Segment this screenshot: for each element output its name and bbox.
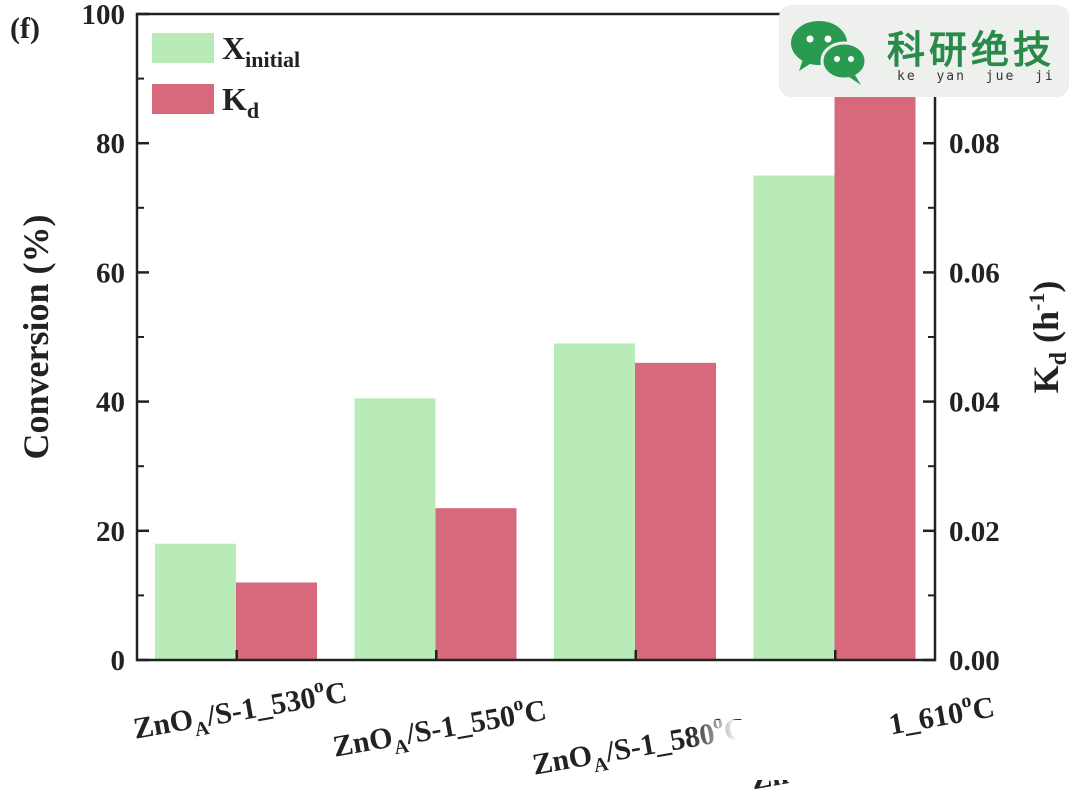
bars [155,26,916,661]
right-tick-label: 0.06 [949,257,1000,289]
category-label-2: ZnOA/S-1_550oC [329,689,550,770]
axis-ticks: 0 20 40 60 80 100 0.00 0.02 0.04 0.06 0.08 [82,0,1000,677]
right-tick-label: 0.00 [949,645,1000,677]
bar-kd-4 [834,26,916,661]
svg-text:Conversion (%): Conversion (%) [16,215,56,460]
svg-text:Kd (h-1): Kd (h-1) [1024,281,1072,394]
wechat-icon [791,21,868,85]
right-tick-label: 0.08 [949,128,1000,160]
right-tick-label: 0.04 [949,387,1000,419]
bar-kd-2 [435,508,517,660]
bar-x-initial-4 [753,175,835,660]
legend-label-x-initial: Xinitial [222,30,300,72]
legend-swatch-kd [152,84,214,114]
svg-text:1_610oC: 1_610oC [885,686,997,742]
left-tick-label: 0 [111,645,126,677]
left-tick-label: 80 [96,128,125,160]
category-label-1: ZnOA/S-1_530oC [130,671,351,752]
legend-swatch-x-initial [152,33,214,63]
left-tick-label: 60 [96,257,125,289]
left-axis-label: Conversion (%) [16,215,56,460]
watermark-title: 科研绝技 [887,28,1056,72]
left-tick-label: 100 [82,0,126,31]
bar-x-initial-2 [354,398,436,660]
svg-text:ZnOA/S-1_550oC: ZnOA/S-1_550oC [329,689,550,770]
svg-text:ZnOA/S-1_530oC: ZnOA/S-1_530oC [130,671,351,752]
right-axis-label: Kd (h-1) [1024,281,1072,394]
left-tick-label: 20 [96,516,125,548]
left-tick-label: 40 [96,387,125,419]
legend: Xinitial Kd [152,30,300,123]
watermark-pinyin: ke yan jue ji [897,69,1055,84]
legend-label-kd: Kd [222,81,259,123]
panel-label: (f) [10,12,40,45]
bar-kd-3 [635,362,716,660]
obscured-label-fade [690,720,880,780]
bar-x-initial-3 [554,343,635,660]
bar-x-initial-1 [155,543,236,660]
watermark: 科研绝技 ke yan jue ji [779,5,1069,97]
right-tick-label: 0.02 [949,516,1000,548]
bar-kd-1 [236,582,317,660]
